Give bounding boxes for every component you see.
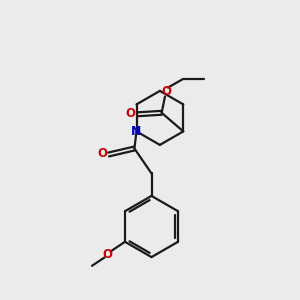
Text: O: O xyxy=(97,147,107,161)
Text: O: O xyxy=(161,85,171,98)
Text: N: N xyxy=(131,125,142,138)
Text: O: O xyxy=(125,107,136,120)
Text: O: O xyxy=(103,248,112,261)
